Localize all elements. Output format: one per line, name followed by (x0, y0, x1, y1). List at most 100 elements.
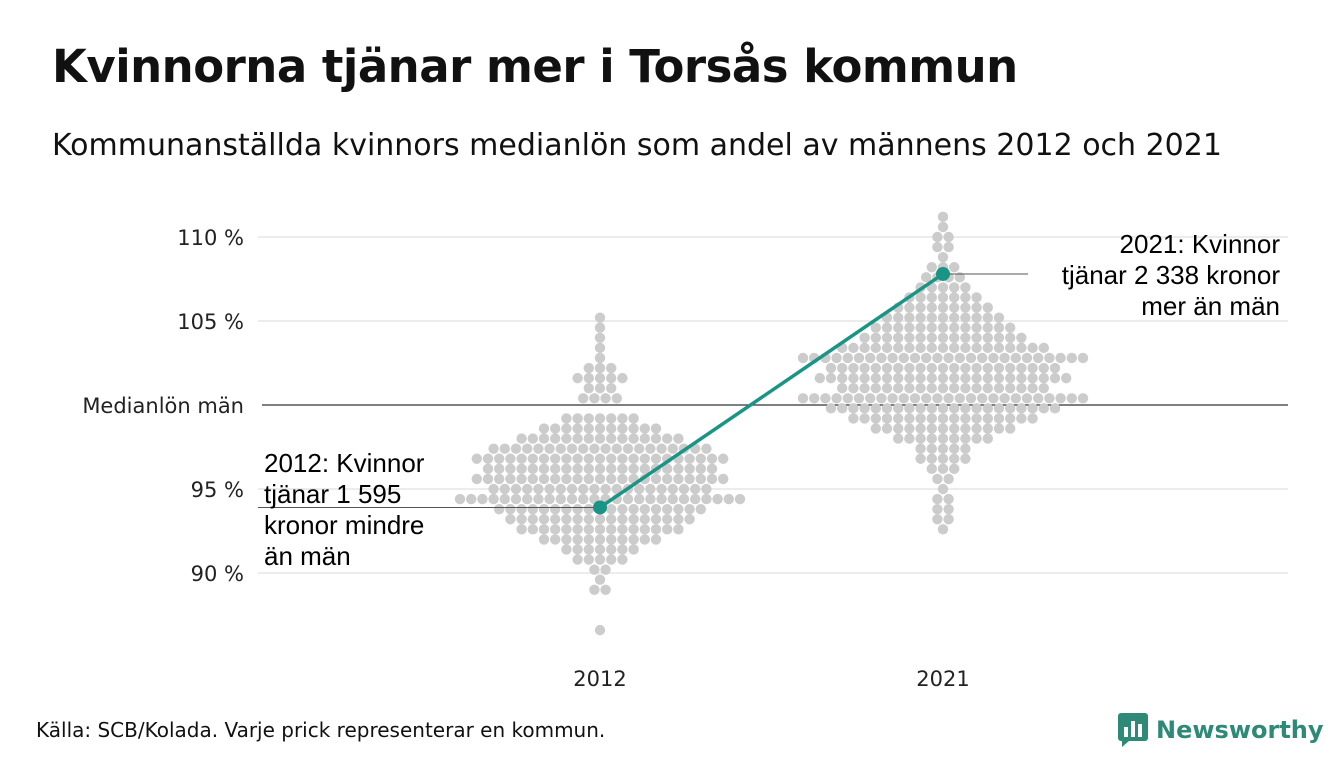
municipality-dot (594, 312, 606, 323)
municipality-dot (544, 493, 555, 505)
municipality-dot (977, 393, 988, 404)
municipality-dot (1005, 362, 1016, 374)
municipality-dot (926, 372, 937, 384)
municipality-dot (471, 453, 482, 464)
municipality-dot (893, 342, 904, 354)
municipality-dot (993, 423, 1005, 434)
municipality-dot (870, 332, 881, 343)
municipality-dot (887, 352, 898, 364)
municipality-dot (937, 383, 949, 394)
municipality-dot (516, 453, 527, 464)
municipality-dot (971, 332, 982, 343)
brand-logo: Newsworthy (1118, 712, 1324, 748)
municipality-dot (550, 423, 561, 434)
municipality-dot (837, 362, 848, 374)
municipality-dot (937, 342, 949, 354)
municipality-dot (606, 362, 617, 374)
municipality-dot (937, 251, 949, 263)
municipality-dot (589, 483, 600, 495)
highlight-series (593, 266, 950, 515)
municipality-dot (1044, 393, 1055, 404)
municipality-dot (971, 372, 982, 384)
municipality-dot (527, 463, 538, 475)
municipality-dot (865, 393, 876, 404)
municipality-dot (678, 483, 690, 495)
municipality-dot (482, 453, 494, 464)
municipality-dot (893, 312, 904, 323)
municipality-dot (949, 312, 960, 323)
municipality-dot (915, 403, 926, 414)
municipality-dot (454, 493, 466, 505)
municipality-dot (645, 493, 656, 505)
municipality-dot (904, 413, 915, 424)
municipality-dot (555, 483, 566, 495)
municipality-dot (876, 352, 887, 364)
y-tick-label: 110 % (177, 226, 244, 250)
municipality-dot (606, 503, 617, 515)
municipality-dot (848, 383, 859, 394)
municipality-dot (701, 483, 712, 495)
municipality-dot (915, 413, 926, 424)
municipality-dot (965, 393, 977, 404)
chart-title: Kvinnorna tjänar mer i Torsås kommun (52, 40, 1018, 93)
municipality-dot (639, 524, 650, 535)
municipality-dot (1016, 362, 1027, 374)
municipality-dot (600, 483, 611, 495)
municipality-dot (971, 413, 982, 424)
municipality-dot (943, 493, 954, 505)
municipality-dot (937, 524, 949, 535)
municipality-dot (943, 231, 954, 243)
municipality-dot (960, 282, 971, 293)
municipality-dot (926, 403, 937, 414)
municipality-dot (859, 403, 870, 414)
municipality-dot (1005, 383, 1016, 394)
municipality-dot (825, 372, 837, 384)
municipality-dot (1005, 413, 1016, 424)
municipality-dot (881, 322, 893, 333)
municipality-dot (898, 393, 909, 404)
municipality-dot (926, 302, 937, 313)
municipality-dot (499, 483, 510, 495)
municipality-dot (606, 372, 617, 384)
municipality-dot (533, 493, 544, 505)
municipality-dot (993, 362, 1005, 374)
source-note: Källa: SCB/Kolada. Varje prick represent… (36, 718, 606, 742)
municipality-dot (1055, 393, 1066, 404)
municipality-dot (926, 362, 937, 374)
municipality-dot (1016, 383, 1027, 394)
municipality-dot (915, 332, 926, 343)
municipality-dot (937, 282, 949, 293)
municipality-dot (650, 524, 662, 535)
municipality-dot (853, 393, 865, 404)
municipality-dot (904, 322, 915, 333)
municipality-dot (684, 473, 695, 485)
municipality-dot (949, 332, 960, 343)
municipality-dot (1049, 362, 1061, 374)
municipality-dot (915, 423, 926, 434)
municipality-dot (695, 473, 706, 485)
municipality-dot (949, 322, 960, 333)
municipality-dot (566, 493, 578, 505)
municipality-dot (904, 362, 915, 374)
municipality-dot (932, 393, 943, 404)
municipality-dot (853, 352, 865, 364)
municipality-dot (1038, 342, 1050, 354)
municipality-dot (723, 493, 734, 505)
municipality-dot (1055, 352, 1066, 364)
municipality-dot (960, 443, 971, 454)
municipality-dot (904, 312, 915, 323)
municipality-dot (842, 352, 853, 364)
municipality-dot (1038, 403, 1050, 414)
municipality-dot (606, 433, 617, 444)
municipality-dot (673, 463, 684, 475)
municipality-dot (499, 443, 510, 454)
municipality-dot (915, 362, 926, 374)
municipality-dot (926, 332, 937, 343)
municipality-dot (971, 302, 982, 313)
municipality-dot (1010, 352, 1021, 364)
municipality-dot (667, 493, 678, 505)
municipality-dot (926, 342, 937, 354)
municipality-dot (926, 383, 937, 394)
municipality-dot (538, 473, 550, 485)
municipality-dot (482, 473, 494, 485)
